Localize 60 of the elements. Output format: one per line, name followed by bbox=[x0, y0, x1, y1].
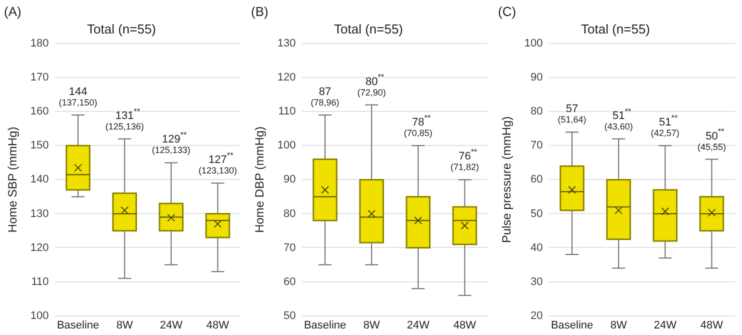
y-tick-label: 70 bbox=[284, 242, 296, 254]
y-tick-label: 120 bbox=[277, 72, 296, 84]
y-tick-label: 100 bbox=[277, 140, 296, 152]
y-tick-label: 80 bbox=[284, 208, 296, 220]
x-tick-label: 48W bbox=[453, 319, 477, 332]
x-tick-label: 48W bbox=[700, 319, 724, 332]
x-tick-label: Baseline bbox=[550, 319, 594, 332]
x-tick-label: 24W bbox=[654, 319, 678, 332]
text: 51** (42,57) bbox=[650, 114, 680, 138]
y-tick-label: 170 bbox=[30, 72, 49, 84]
x-tick-label: Baseline bbox=[304, 319, 346, 332]
chart-title: Total (n=55) bbox=[580, 21, 650, 36]
x-tick-label: 24W bbox=[406, 319, 430, 332]
chart-title: Total (n=55) bbox=[334, 21, 404, 36]
text: 50** (45,55) bbox=[697, 127, 726, 152]
y-tick-label: 130 bbox=[30, 208, 49, 220]
y-axis-title: Pulse pressure (mmHg) bbox=[500, 116, 514, 244]
y-tick-label: 80 bbox=[530, 106, 543, 118]
y-tick-label: 180 bbox=[30, 38, 49, 50]
y-tick-label: 150 bbox=[30, 140, 49, 152]
x-tick-label: 8W bbox=[363, 319, 380, 332]
chart-title: Total (n=55) bbox=[86, 21, 156, 36]
y-tick-label: 130 bbox=[277, 38, 296, 50]
x-tick-label: 8W bbox=[116, 319, 134, 332]
text: (B) bbox=[251, 4, 268, 19]
text: 78** (70,85) bbox=[404, 114, 432, 138]
y-axis-title: Home DBP (mmHg) bbox=[252, 126, 267, 233]
y-tick-label: 90 bbox=[284, 174, 296, 186]
x-tick-label: 24W bbox=[160, 319, 184, 332]
x-tick-label: 8W bbox=[610, 319, 628, 332]
y-tick-label: 50 bbox=[530, 208, 543, 220]
y-tick-label: 30 bbox=[530, 276, 543, 288]
text: 127** (123,130) bbox=[198, 150, 237, 176]
y-tick-label: 120 bbox=[30, 242, 49, 254]
y-tick-label: 50 bbox=[284, 310, 296, 322]
y-tick-label: 60 bbox=[284, 276, 296, 288]
text: 80** (72,90) bbox=[357, 72, 386, 98]
text: 144 (137,150) bbox=[58, 86, 98, 108]
y-tick-label: 110 bbox=[31, 276, 49, 288]
x-tick-label: Baseline bbox=[56, 319, 100, 332]
y-tick-label: 20 bbox=[530, 310, 543, 322]
y-axis-title: Home SBP (mmHg) bbox=[6, 126, 20, 233]
y-tick-label: 70 bbox=[530, 140, 543, 152]
y-tick-label: 40 bbox=[530, 242, 543, 254]
text: 51** (43,60) bbox=[604, 106, 633, 132]
y-tick-label: 110 bbox=[278, 106, 296, 118]
x-tick-label: 48W bbox=[206, 319, 230, 332]
text: 76** (71,82) bbox=[450, 148, 479, 172]
text: 129** (125,133) bbox=[152, 130, 190, 156]
y-tick-label: 140 bbox=[30, 174, 49, 186]
y-tick-label: 90 bbox=[530, 72, 543, 84]
y-tick-label: 100 bbox=[524, 38, 543, 50]
text: 57 (51,64) bbox=[558, 103, 586, 125]
y-tick-label: 60 bbox=[530, 174, 543, 186]
text: (C) bbox=[498, 4, 516, 19]
text: 87 (78,96) bbox=[310, 86, 340, 108]
y-tick-label: 100 bbox=[30, 310, 49, 322]
text: (A) bbox=[4, 4, 22, 19]
y-tick-label: 160 bbox=[30, 106, 49, 118]
text: 131** (125,136) bbox=[105, 106, 144, 132]
